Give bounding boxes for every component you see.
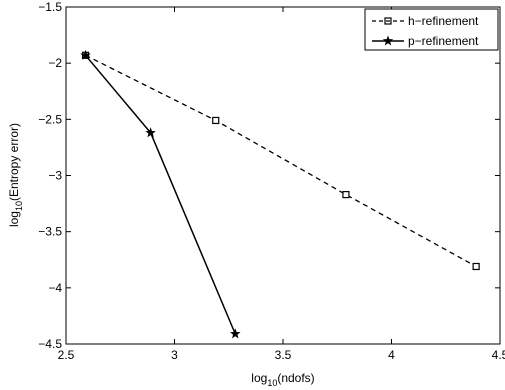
x-tick-label: 4.5 — [492, 348, 505, 362]
data-point-star — [145, 127, 156, 138]
data-point-square — [212, 116, 220, 125]
x-tick-label: 4 — [388, 348, 395, 362]
x-axis-label-subscript: 10 — [267, 378, 277, 388]
series-layer — [80, 49, 480, 339]
legend-marker-star — [382, 35, 394, 46]
y-tick-label: −4 — [48, 281, 62, 295]
y-tick-label: −2.5 — [38, 112, 62, 126]
legend-label-p-refinement: p−refinement — [408, 34, 479, 48]
y-tick-label: −3 — [48, 169, 62, 183]
data-point-star — [80, 49, 91, 60]
data-point-square — [342, 190, 350, 199]
y-tick-label: −1.5 — [38, 0, 62, 14]
legend: h−refinement p−refinement — [364, 8, 499, 51]
y-tick-label: −2 — [48, 56, 62, 70]
data-point-star — [230, 328, 241, 339]
legend-label-h-refinement: h−refinement — [408, 14, 479, 28]
y-axis-label-subscript: 10 — [14, 201, 24, 211]
data-point-square — [472, 262, 480, 271]
x-tick-label: 3 — [171, 348, 178, 362]
axis-ticks: 2.5 3 3.5 4 4.5 −4.5 −4 −3.5 −3 −2.5 −2 −1.5 — [38, 0, 505, 362]
plot-area — [65, 6, 501, 345]
y-tick-label: −4.5 — [38, 337, 62, 351]
y-axis-label: log10(Entropy error) — [7, 123, 24, 227]
x-tick-label: 3.5 — [275, 348, 292, 362]
y-tick-label: −3.5 — [38, 225, 62, 239]
series-line-h-refinement — [85, 54, 477, 268]
x-tick-label: 2.5 — [58, 348, 75, 362]
legend-marker-square — [384, 17, 392, 25]
x-axis-label: log10(ndofs) — [251, 371, 314, 388]
